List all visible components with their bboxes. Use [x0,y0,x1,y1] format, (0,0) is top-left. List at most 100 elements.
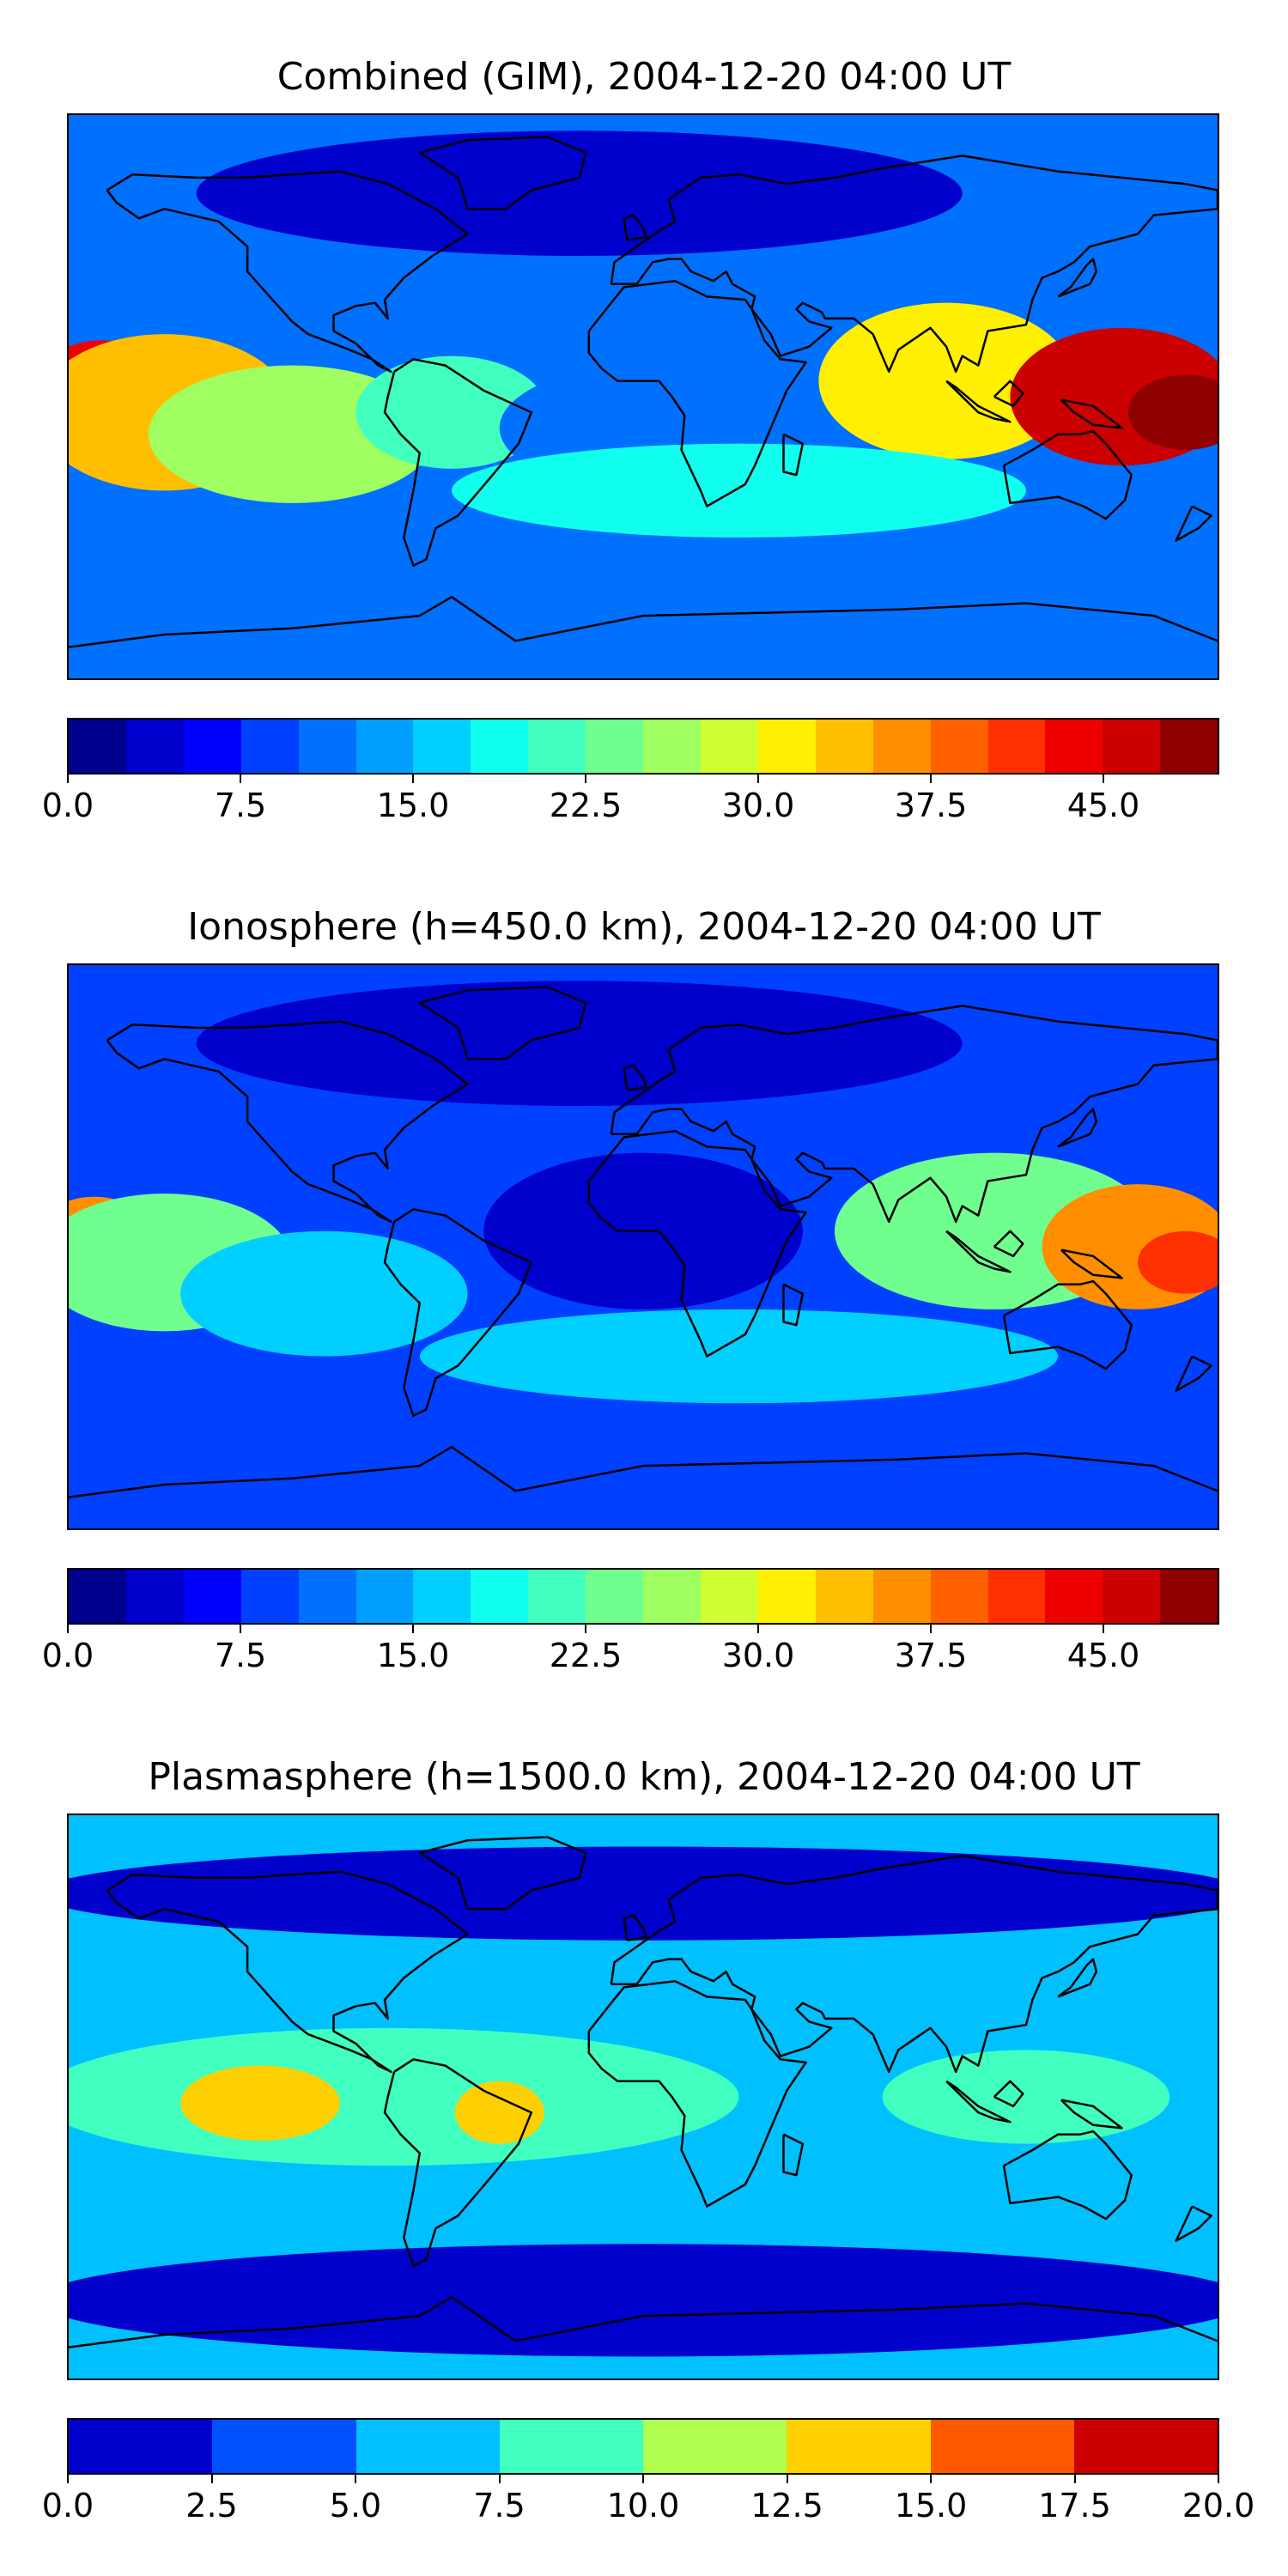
colorbar-segment [643,1570,701,1623]
colorbar-tick-label: 45.0 [1066,1637,1140,1674]
field-contour-5 [818,302,1074,459]
colorbar-tick-label: 30.0 [721,1637,795,1674]
map-combined [67,113,1219,680]
colorbar-segment [700,720,758,773]
colorbar-segment [1160,720,1218,773]
coastline-7 [945,1230,1012,1273]
coastline-11 [623,1064,647,1092]
coastline-8 [993,2080,1024,2108]
field-contour-5 [882,2050,1170,2144]
colorbar-segment [643,720,701,773]
colorbar-tick [498,2475,501,2483]
coastline-11 [623,1914,647,1942]
colorbar-tick-label: 17.5 [1038,2487,1111,2524]
colorbar-segment [586,720,644,773]
coastline-9 [1060,398,1123,429]
colorbar-tick-label: 5.0 [329,2487,382,2524]
colorbar-segment [125,720,184,773]
colorbar-segment [1160,1570,1218,1623]
coastline-9 [1060,1249,1123,1279]
colorbar-segment [700,1570,758,1623]
coastline-1 [383,2058,533,2268]
coastline-5 [782,433,805,477]
coastline-13 [69,1445,1218,1498]
coastline-0 [106,170,469,374]
coastline-12 [1175,1355,1212,1392]
colorbar-tick [1073,2475,1076,2483]
colorbar-segment [987,1570,1046,1623]
colorbar-segment [355,1570,414,1623]
colorbar-tick [1218,2475,1219,2483]
field-contour-6 [1138,1230,1218,1294]
colorbar-segment [413,720,471,773]
colorbar-tick [585,775,586,783]
colorbar-tick-label: 45.0 [1066,787,1140,824]
field-contour-8 [452,443,1026,538]
coastline-5 [782,2133,805,2177]
field-contour-2 [69,2027,739,2166]
coastline-6 [1002,1279,1133,1370]
colorbar-tick-label: 7.5 [214,787,267,824]
coastline-10 [1057,1108,1098,1148]
coastline-6 [1002,429,1133,520]
colorbar-segment [413,1570,471,1623]
colorbar-tick [1103,775,1104,783]
colorbar-tick [786,2475,788,2483]
colorbar-tick-label: 15.0 [376,1637,450,1674]
map-svg [69,965,1218,1528]
coastline-13 [69,595,1218,648]
colorbar-tick [240,1625,241,1633]
colorbar-segment [125,1570,184,1623]
field-contour-0 [69,1846,1218,1941]
coastline-3 [610,1855,1218,2074]
map-plasmasphere [67,1814,1219,2380]
colorbar-tick-label: 22.5 [549,1637,623,1674]
colorbar-tick [757,775,759,783]
colorbar-segment [586,1570,644,1623]
colorbar-tick-label: 30.0 [721,787,795,824]
colorbar-segment [815,720,873,773]
coastline-4 [587,1979,807,2208]
colorbar-tick-label: 2.5 [185,2487,238,2524]
colorbar-tick [240,775,241,783]
colorbar-tick [1103,1625,1104,1633]
colorbar-tick-label: 0.0 [41,2487,94,2524]
colorbar-segment [240,720,299,773]
coastline-0 [106,1870,469,2074]
coastline-8 [993,380,1024,408]
colorbar-tick [355,2475,356,2483]
colorbar-tick [642,2475,644,2483]
coastline-12 [1175,2205,1212,2242]
colorbar-segment [355,2420,500,2473]
field-contour-4 [454,2081,544,2144]
field-contour-1 [69,2244,1218,2357]
coastline-3 [610,155,1218,374]
colorbar-segment [69,1570,126,1623]
colorbar-tick-label: 0.0 [41,787,94,824]
colorbar-tick [930,2475,932,2483]
coastline-8 [993,1230,1024,1258]
colorbar-tick-label: 37.5 [894,787,968,824]
coastline-12 [1175,505,1212,542]
colorbar-segment [471,720,529,773]
colorbar-segment [355,720,414,773]
field-contour-9 [196,131,963,256]
colorbar-tick-label: 37.5 [894,1637,968,1674]
coastline-10 [1057,1958,1098,1998]
colorbar-tick [67,1625,69,1633]
colorbar-segment [930,720,988,773]
colorbar-segment [987,720,1046,773]
coastline-7 [945,2080,1012,2123]
map-svg [69,1815,1218,2379]
colorbar-segment [212,2420,356,2473]
colorbar-segment [757,1570,816,1623]
colorbar-segment [528,720,586,773]
colorbar-segment [183,1570,241,1623]
field-contour-7 [419,1309,1059,1404]
coastline-4 [587,279,807,507]
field-contour-3 [180,2065,340,2142]
colorbar-tick-label: 15.0 [376,787,450,824]
colorbar-tick [67,2475,69,2483]
colorbar-segment [872,1570,931,1623]
coastline-2 [418,136,587,210]
